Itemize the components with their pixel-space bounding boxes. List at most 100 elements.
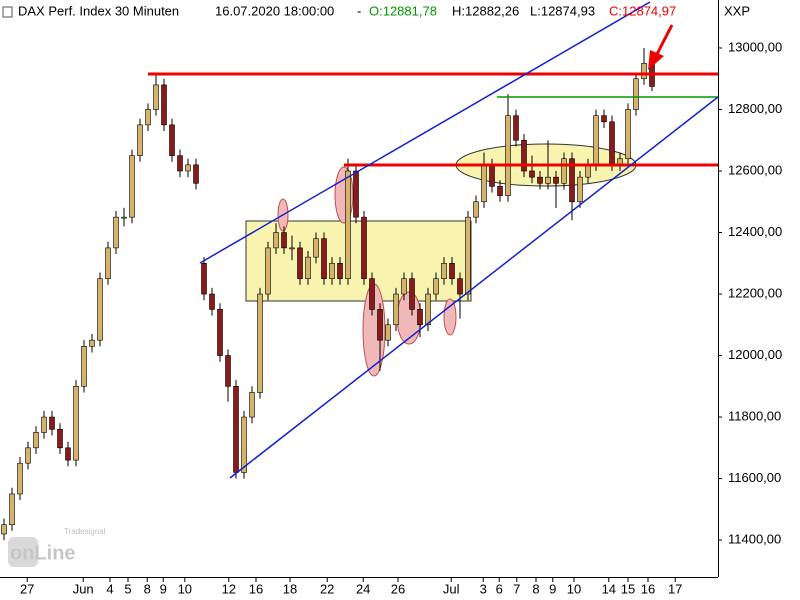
candle-body <box>401 278 407 295</box>
candle-body <box>241 416 247 473</box>
candle-body <box>129 155 135 218</box>
candle-body <box>201 262 207 295</box>
highlight-ellipse <box>443 298 457 336</box>
symbol: XXP <box>724 3 750 18</box>
x-tick-label: 27 <box>20 581 34 596</box>
separator: - <box>357 3 361 18</box>
candle-body <box>537 176 543 184</box>
y-tick-label: 12600,00 <box>728 162 782 177</box>
candle-body <box>337 262 343 279</box>
candle-body <box>161 84 167 126</box>
candle-body <box>33 432 39 449</box>
candle-body <box>153 84 159 110</box>
x-tick-label: 8 <box>532 581 539 596</box>
candle-body <box>609 121 615 166</box>
candle-body <box>633 78 639 110</box>
x-tick-label: 10 <box>178 581 192 596</box>
candle-body <box>313 238 319 258</box>
x-tick-label: 15 <box>621 581 635 596</box>
candle-body <box>625 109 631 160</box>
candle-body <box>521 139 527 172</box>
candle-body <box>249 392 255 418</box>
candle-body <box>529 170 535 178</box>
channel-lower <box>229 96 719 479</box>
close-label: C:12874,97 <box>609 3 676 18</box>
candle-body <box>89 339 95 347</box>
y-tick-label: 12800,00 <box>728 101 782 116</box>
y-tick-label: 12200,00 <box>728 285 782 300</box>
candle-body <box>57 429 63 449</box>
candle-body <box>457 278 463 295</box>
logo: Tradesignal onLine <box>8 527 106 567</box>
window-icon <box>2 6 13 18</box>
candle-body <box>577 176 583 203</box>
candle-body <box>513 115 519 141</box>
candle-body <box>105 247 111 279</box>
x-tick-label: 18 <box>283 581 297 596</box>
x-tick-label: 8 <box>144 581 151 596</box>
y-tick-label: 12400,00 <box>728 224 782 239</box>
x-tick-label: 16 <box>641 581 655 596</box>
x-tick-label: 14 <box>602 581 616 596</box>
candle-body <box>433 278 439 295</box>
candle-body <box>81 346 87 387</box>
candle-body <box>289 247 295 250</box>
y-tick-label: 11800,00 <box>728 409 781 424</box>
candles <box>1 47 655 541</box>
candle-body <box>425 293 431 326</box>
x-tick-label: 10 <box>567 581 581 596</box>
x-tick-label: 22 <box>320 581 334 596</box>
x-tick-label: 9 <box>549 581 556 596</box>
y-tick-label: 13000,00 <box>728 39 782 54</box>
candle-body <box>377 309 383 341</box>
x-tick-label: 26 <box>391 581 405 596</box>
candle-body <box>297 247 303 279</box>
open-label: O:12881,78 <box>369 3 437 18</box>
candle-body <box>17 462 23 495</box>
candle-body <box>329 262 335 279</box>
candle-body <box>185 164 191 172</box>
candle-body <box>281 232 287 249</box>
candle-body <box>265 247 271 295</box>
candle-body <box>417 309 423 326</box>
candle-body <box>113 216 119 249</box>
y-tick-label: 11400,00 <box>728 532 781 547</box>
x-tick-label: 3 <box>480 581 487 596</box>
candle-body <box>449 262 455 279</box>
chart-title: DAX Perf. Index 30 Minuten <box>18 3 179 18</box>
candle-body <box>233 386 239 473</box>
channel-upper <box>199 1 651 264</box>
trend-lines <box>148 1 719 479</box>
x-tick-label: 6 <box>496 581 503 596</box>
candle-body <box>369 278 375 310</box>
x-tick-label: 4 <box>106 581 113 596</box>
x-tick-label: 16 <box>249 581 263 596</box>
x-tick-label: 7 <box>513 581 520 596</box>
candle-body <box>177 155 183 172</box>
high-label: H:12882,26 <box>452 3 519 18</box>
candle-body <box>41 416 47 433</box>
candle-body <box>505 115 511 196</box>
candle-body <box>409 278 415 310</box>
candle-body <box>489 164 495 187</box>
x-tick-label: 12 <box>222 581 236 596</box>
candle-body <box>569 158 575 203</box>
candle-body <box>25 447 31 464</box>
candle-body <box>497 186 503 196</box>
candle-body <box>65 447 71 461</box>
candle-body <box>121 216 127 219</box>
candle-body <box>385 324 391 341</box>
candle-body <box>209 293 215 310</box>
low-label: L:12874,93 <box>530 3 595 18</box>
candle-body <box>73 386 79 461</box>
candle-body <box>321 238 327 279</box>
y-tick-label: 11600,00 <box>728 470 781 485</box>
candle-body <box>1 524 7 535</box>
candle-body <box>441 262 447 279</box>
x-tick-label: 17 <box>668 581 682 596</box>
candle-body <box>465 216 471 295</box>
candle-body <box>393 293 399 326</box>
candle-body <box>169 124 175 156</box>
